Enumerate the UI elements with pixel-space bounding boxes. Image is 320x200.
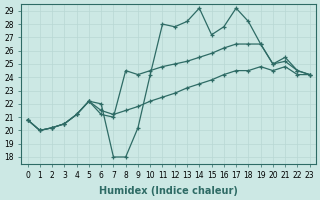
X-axis label: Humidex (Indice chaleur): Humidex (Indice chaleur) [99, 186, 238, 196]
